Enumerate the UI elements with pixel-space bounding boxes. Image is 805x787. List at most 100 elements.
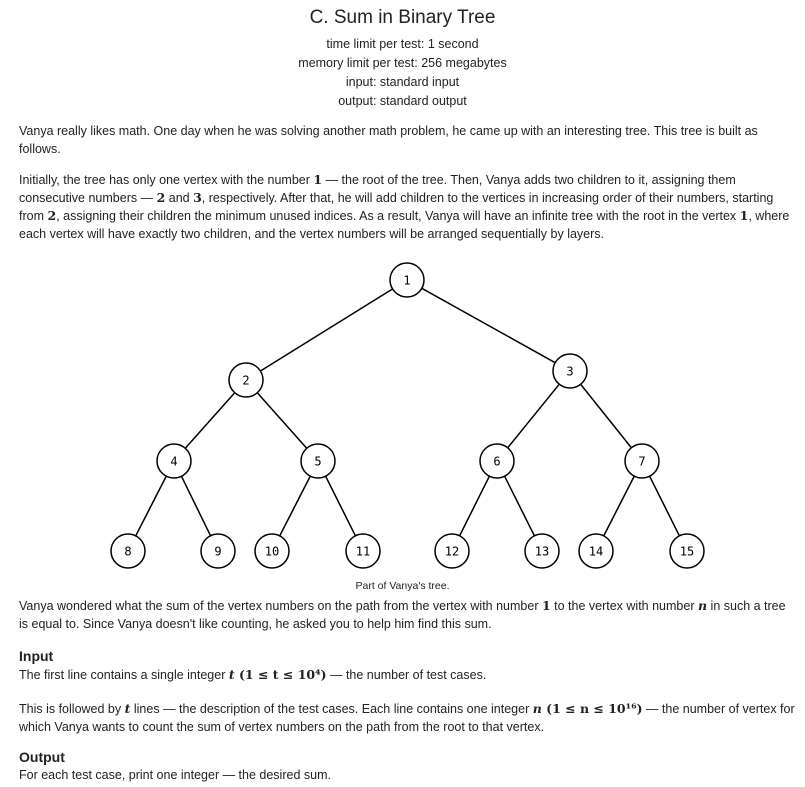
tree-node-7: 7 <box>624 443 660 479</box>
tree-edge-4-9 <box>180 475 212 537</box>
tree-node-3: 3 <box>552 353 588 389</box>
statement-paragraph-1: Vanya really likes math. One day when he… <box>19 124 758 156</box>
statement-paragraph-2: Initially, the tree has only one vertex … <box>19 171 797 243</box>
tree-node-circle <box>228 362 264 398</box>
tree-node-9: 9 <box>200 533 236 569</box>
tree-node-circle <box>524 533 560 569</box>
text: The first line contains a single integer <box>19 668 229 682</box>
tree-node-circle <box>389 262 425 298</box>
text: Initially, the tree has only one vertex … <box>19 173 314 187</box>
math: 3 <box>193 190 202 205</box>
output-section: Output For each test case, print one int… <box>19 748 797 784</box>
tree-node-circle <box>434 533 470 569</box>
text: , where each vertex will have exactly tw… <box>19 209 790 241</box>
tree-node-15: 15 <box>669 533 705 569</box>
tree-node-label: 6 <box>493 455 500 469</box>
tree-node-8: 8 <box>110 533 146 569</box>
memory-limit: memory limit per test: 256 megabytes <box>298 56 507 70</box>
text: , assigning their children the minimum u… <box>56 209 740 223</box>
tree-node-label: 9 <box>214 545 221 559</box>
tree-node-label: 15 <box>680 545 694 559</box>
math: (1 ≤ n ≤ 10¹⁶) <box>541 701 643 716</box>
tree-node-14: 14 <box>578 533 614 569</box>
text: — the number of vertex for which Vanya w… <box>19 702 795 734</box>
tree-edge-4-8 <box>135 475 167 537</box>
math: (1 ≤ t ≤ 10⁴) <box>234 667 327 682</box>
input-spec: input: standard input <box>345 75 460 89</box>
text: — the number of test cases. <box>326 668 487 682</box>
math-var: t <box>124 701 131 716</box>
tree-node-circle <box>110 533 146 569</box>
tree-node-4: 4 <box>156 443 192 479</box>
tree-edge-6-13 <box>503 475 536 537</box>
text: lines — the description of the test case… <box>130 702 533 716</box>
tree-edge-7-14 <box>603 475 635 537</box>
math: 1 <box>313 172 323 187</box>
output-title: Output <box>19 749 65 765</box>
tree-edge-5-10 <box>279 475 311 537</box>
tree-node-label: 1 <box>403 274 410 288</box>
tree-node-label: 11 <box>356 545 370 559</box>
input-title: Input <box>19 648 54 664</box>
text: and <box>165 191 194 205</box>
math: 2 <box>156 190 166 205</box>
text: This is followed by <box>19 702 125 716</box>
tree-node-circle <box>156 443 192 479</box>
tree-node-circle <box>552 353 588 389</box>
tree-node-label: 14 <box>589 545 603 559</box>
math: 1 <box>541 598 551 613</box>
tree-edge-2-4 <box>184 392 236 449</box>
tree-edge-6-12 <box>458 475 491 537</box>
input-section: Input The first line contains a single i… <box>19 647 797 736</box>
text: , respectively. After that, he will add … <box>19 191 774 223</box>
tree-node-circle <box>254 533 290 569</box>
tree-node-label: 8 <box>124 545 131 559</box>
text: to the vertex with number <box>550 599 698 613</box>
tree-node-12: 12 <box>434 533 470 569</box>
tree-node-label: 2 <box>242 374 249 388</box>
math: 2 <box>47 208 57 223</box>
tree-edge-1-3 <box>421 287 556 364</box>
problem-header: C. Sum in Binary Tree time limit per tes… <box>0 0 805 111</box>
tree-edge-3-7 <box>580 383 632 449</box>
math: 1 <box>739 208 749 223</box>
tree-node-circle <box>300 443 336 479</box>
tree-edge-1-2 <box>260 288 393 372</box>
time-limit: time limit per test: 1 second <box>326 37 479 51</box>
text: Vanya wondered what the sum of the verte… <box>19 599 542 613</box>
tree-edge-5-11 <box>324 475 357 537</box>
tree-edge-3-6 <box>507 383 560 449</box>
tree-node-13: 13 <box>524 533 560 569</box>
tree-node-label: 10 <box>265 545 279 559</box>
statement-p3: Vanya wondered what the sum of the verte… <box>19 597 797 633</box>
tree-node-6: 6 <box>479 443 515 479</box>
math-var: n <box>697 598 708 613</box>
text: — the root of the tree. Then, Vanya adds… <box>19 173 736 205</box>
tree-node-circle <box>624 443 660 479</box>
tree-node-label: 4 <box>170 455 177 469</box>
text: in such a tree is equal to. Since Vanya … <box>19 599 786 631</box>
tree-node-circle <box>479 443 515 479</box>
tree-edge-2-5 <box>256 392 308 449</box>
tree-edge-7-15 <box>648 475 681 537</box>
tree-node-label: 7 <box>638 455 645 469</box>
statement-p2: Initially, the tree has only one vertex … <box>19 171 797 243</box>
statement-p1: Vanya really likes math. One day when he… <box>19 122 797 158</box>
tree-node-circle <box>345 533 381 569</box>
input-paragraph-1: The first line contains a single integer… <box>19 666 797 684</box>
tree-node-circle <box>578 533 614 569</box>
statement-paragraph-3: Vanya wondered what the sum of the verte… <box>19 597 797 633</box>
problem-title: C. Sum in Binary Tree <box>309 7 496 28</box>
tree-node-label: 5 <box>314 455 321 469</box>
math-var: t <box>228 667 235 682</box>
output-spec: output: standard output <box>338 94 467 108</box>
tree-node-2: 2 <box>228 362 264 398</box>
math-var: n <box>532 701 542 716</box>
tree-node-10: 10 <box>254 533 290 569</box>
tree-node-label: 12 <box>445 545 459 559</box>
tree-node-1: 1 <box>389 262 425 298</box>
input-paragraph-2: This is followed by t lines — the descri… <box>19 700 797 736</box>
tree-node-circle <box>200 533 236 569</box>
tree-node-circle <box>669 533 705 569</box>
